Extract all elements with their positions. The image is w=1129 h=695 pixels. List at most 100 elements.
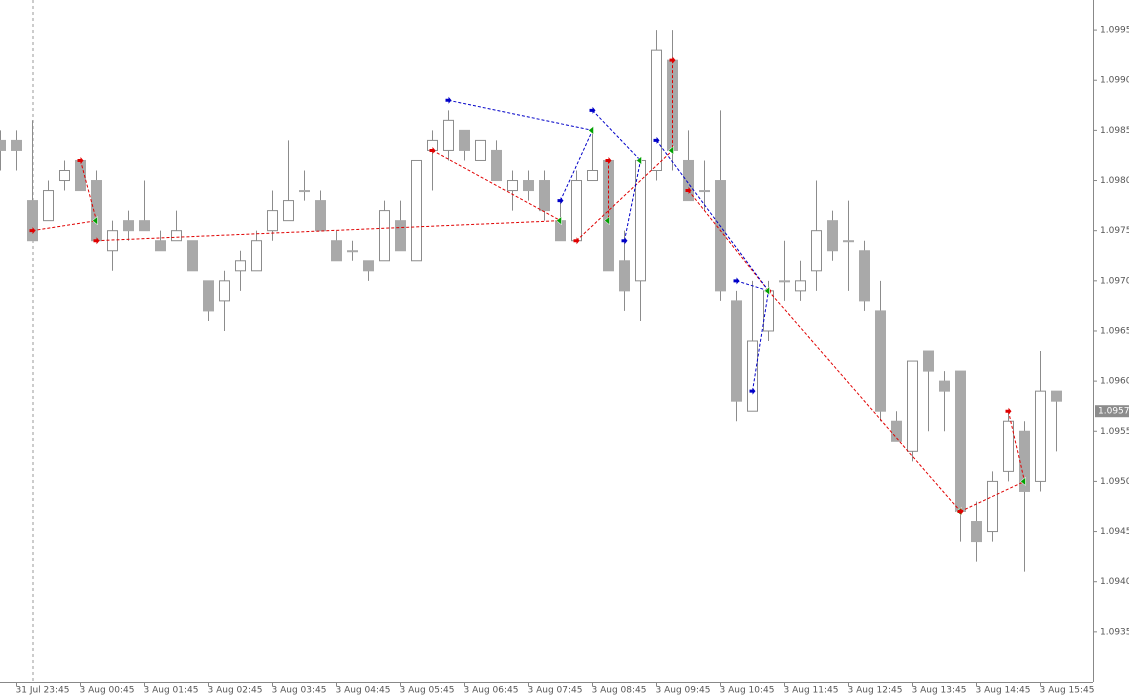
x-tick-label: 3 Aug 10:45 — [720, 686, 775, 695]
candle-body — [907, 360, 918, 452]
trade-open-marker — [957, 508, 964, 515]
x-tick-label: 3 Aug 12:45 — [848, 686, 903, 695]
y-tick-label: 1.0995 — [1100, 26, 1129, 36]
trade-open-marker — [429, 146, 436, 154]
candle-body — [811, 230, 822, 272]
candle-body — [795, 280, 806, 292]
candle-body — [779, 280, 790, 283]
candle-body — [683, 159, 694, 202]
y-tick-label: 1.0970 — [1100, 276, 1129, 286]
y-tick-label: 1.0955 — [1100, 427, 1129, 437]
trade-open-marker — [669, 56, 676, 64]
x-tick-label: 3 Aug 11:45 — [784, 686, 839, 695]
candle-body — [1003, 420, 1014, 472]
y-tick-label: 1.0935 — [1100, 627, 1129, 637]
candle-body — [331, 240, 342, 262]
candle-body — [155, 240, 166, 252]
candle-body — [411, 159, 422, 262]
x-tick-label: 3 Aug 08:45 — [592, 686, 647, 695]
trade-line — [1008, 411, 1025, 482]
trade-line — [32, 220, 97, 232]
x-tick-label: 3 Aug 04:45 — [336, 686, 391, 695]
candle-body — [523, 180, 534, 192]
trade-open-marker — [685, 187, 692, 195]
candle-body — [587, 170, 598, 182]
x-tick-label: 3 Aug 02:45 — [208, 686, 263, 695]
y-tick-label: 1.0965 — [1100, 326, 1129, 336]
candle-body — [491, 149, 502, 182]
candle-body — [923, 350, 934, 372]
current-price-box — [1095, 405, 1129, 418]
candle-body — [459, 129, 470, 151]
trade-line — [960, 480, 1025, 512]
trade-line — [96, 220, 561, 242]
candle-body — [139, 220, 150, 232]
candle-body — [123, 220, 134, 232]
candle-body — [843, 240, 854, 243]
x-tick-label: 3 Aug 09:45 — [656, 686, 711, 695]
trade-close-marker — [556, 216, 562, 226]
trade-line — [592, 109, 641, 161]
trade-close-marker — [604, 216, 610, 226]
y-tick-label: 1.0940 — [1100, 577, 1129, 587]
trade-open-marker — [1005, 407, 1012, 415]
candle-body — [219, 280, 230, 302]
candle-body — [27, 200, 38, 242]
candle-body — [443, 119, 454, 151]
candle-body — [283, 200, 294, 222]
y-tick-label: 1.0950 — [1100, 477, 1129, 487]
trade-line — [80, 160, 97, 221]
candle-body — [971, 521, 982, 543]
x-tick-label: 3 Aug 05:45 — [400, 686, 455, 695]
trade-open-marker — [653, 136, 660, 144]
trade-line — [448, 99, 593, 131]
y-tick-label: 1.0960 — [1100, 377, 1129, 387]
y-tick-label: 1.0980 — [1100, 176, 1129, 186]
x-tick-label: 3 Aug 03:45 — [272, 686, 327, 695]
candle-body — [11, 139, 22, 151]
trade-line — [656, 140, 769, 292]
trade-close-marker — [764, 286, 770, 296]
candle-body — [715, 180, 726, 292]
trade-open-marker — [93, 237, 100, 245]
trade-open-marker — [29, 227, 36, 235]
y-tick-label: 1.0945 — [1100, 527, 1129, 537]
trade-open-marker — [621, 237, 628, 245]
candle-body — [171, 230, 182, 242]
candle-body — [379, 210, 390, 262]
candle-body — [891, 420, 902, 442]
candle-body — [955, 370, 966, 512]
candle-body — [91, 180, 102, 242]
trade-close-marker — [588, 125, 594, 135]
trade-open-marker — [445, 96, 452, 104]
candle-body — [635, 159, 646, 282]
candle-body — [987, 480, 998, 533]
trade-close-marker — [668, 145, 674, 155]
x-tick-label: 31 Jul 23:45 — [16, 686, 70, 695]
candle-body — [315, 200, 326, 232]
candle-body — [747, 340, 758, 412]
candle-body — [571, 180, 582, 242]
y-tick-label: 1.0985 — [1100, 126, 1129, 136]
candle-body — [619, 260, 630, 292]
current-price-label: 1.0957 — [1098, 407, 1129, 417]
trade-close-marker — [636, 155, 642, 165]
candle-body — [235, 260, 246, 272]
x-tick-label: 3 Aug 00:45 — [80, 686, 135, 695]
y-tick-label: 1.0990 — [1100, 76, 1129, 86]
candle-body — [267, 210, 278, 232]
trade-open-marker — [733, 277, 740, 285]
candle-body — [187, 240, 198, 272]
x-tick-label: 3 Aug 06:45 — [464, 686, 519, 695]
trade-line — [768, 290, 961, 512]
candle-body — [827, 220, 838, 252]
candle-body — [651, 49, 662, 172]
trade-open-marker — [557, 197, 564, 205]
x-tick-label: 3 Aug 01:45 — [144, 686, 199, 695]
y-tick-label: 1.0975 — [1100, 226, 1129, 236]
trade-line — [624, 160, 641, 241]
candle-body — [59, 170, 70, 182]
candle-body — [507, 180, 518, 192]
candle-body — [299, 190, 310, 193]
